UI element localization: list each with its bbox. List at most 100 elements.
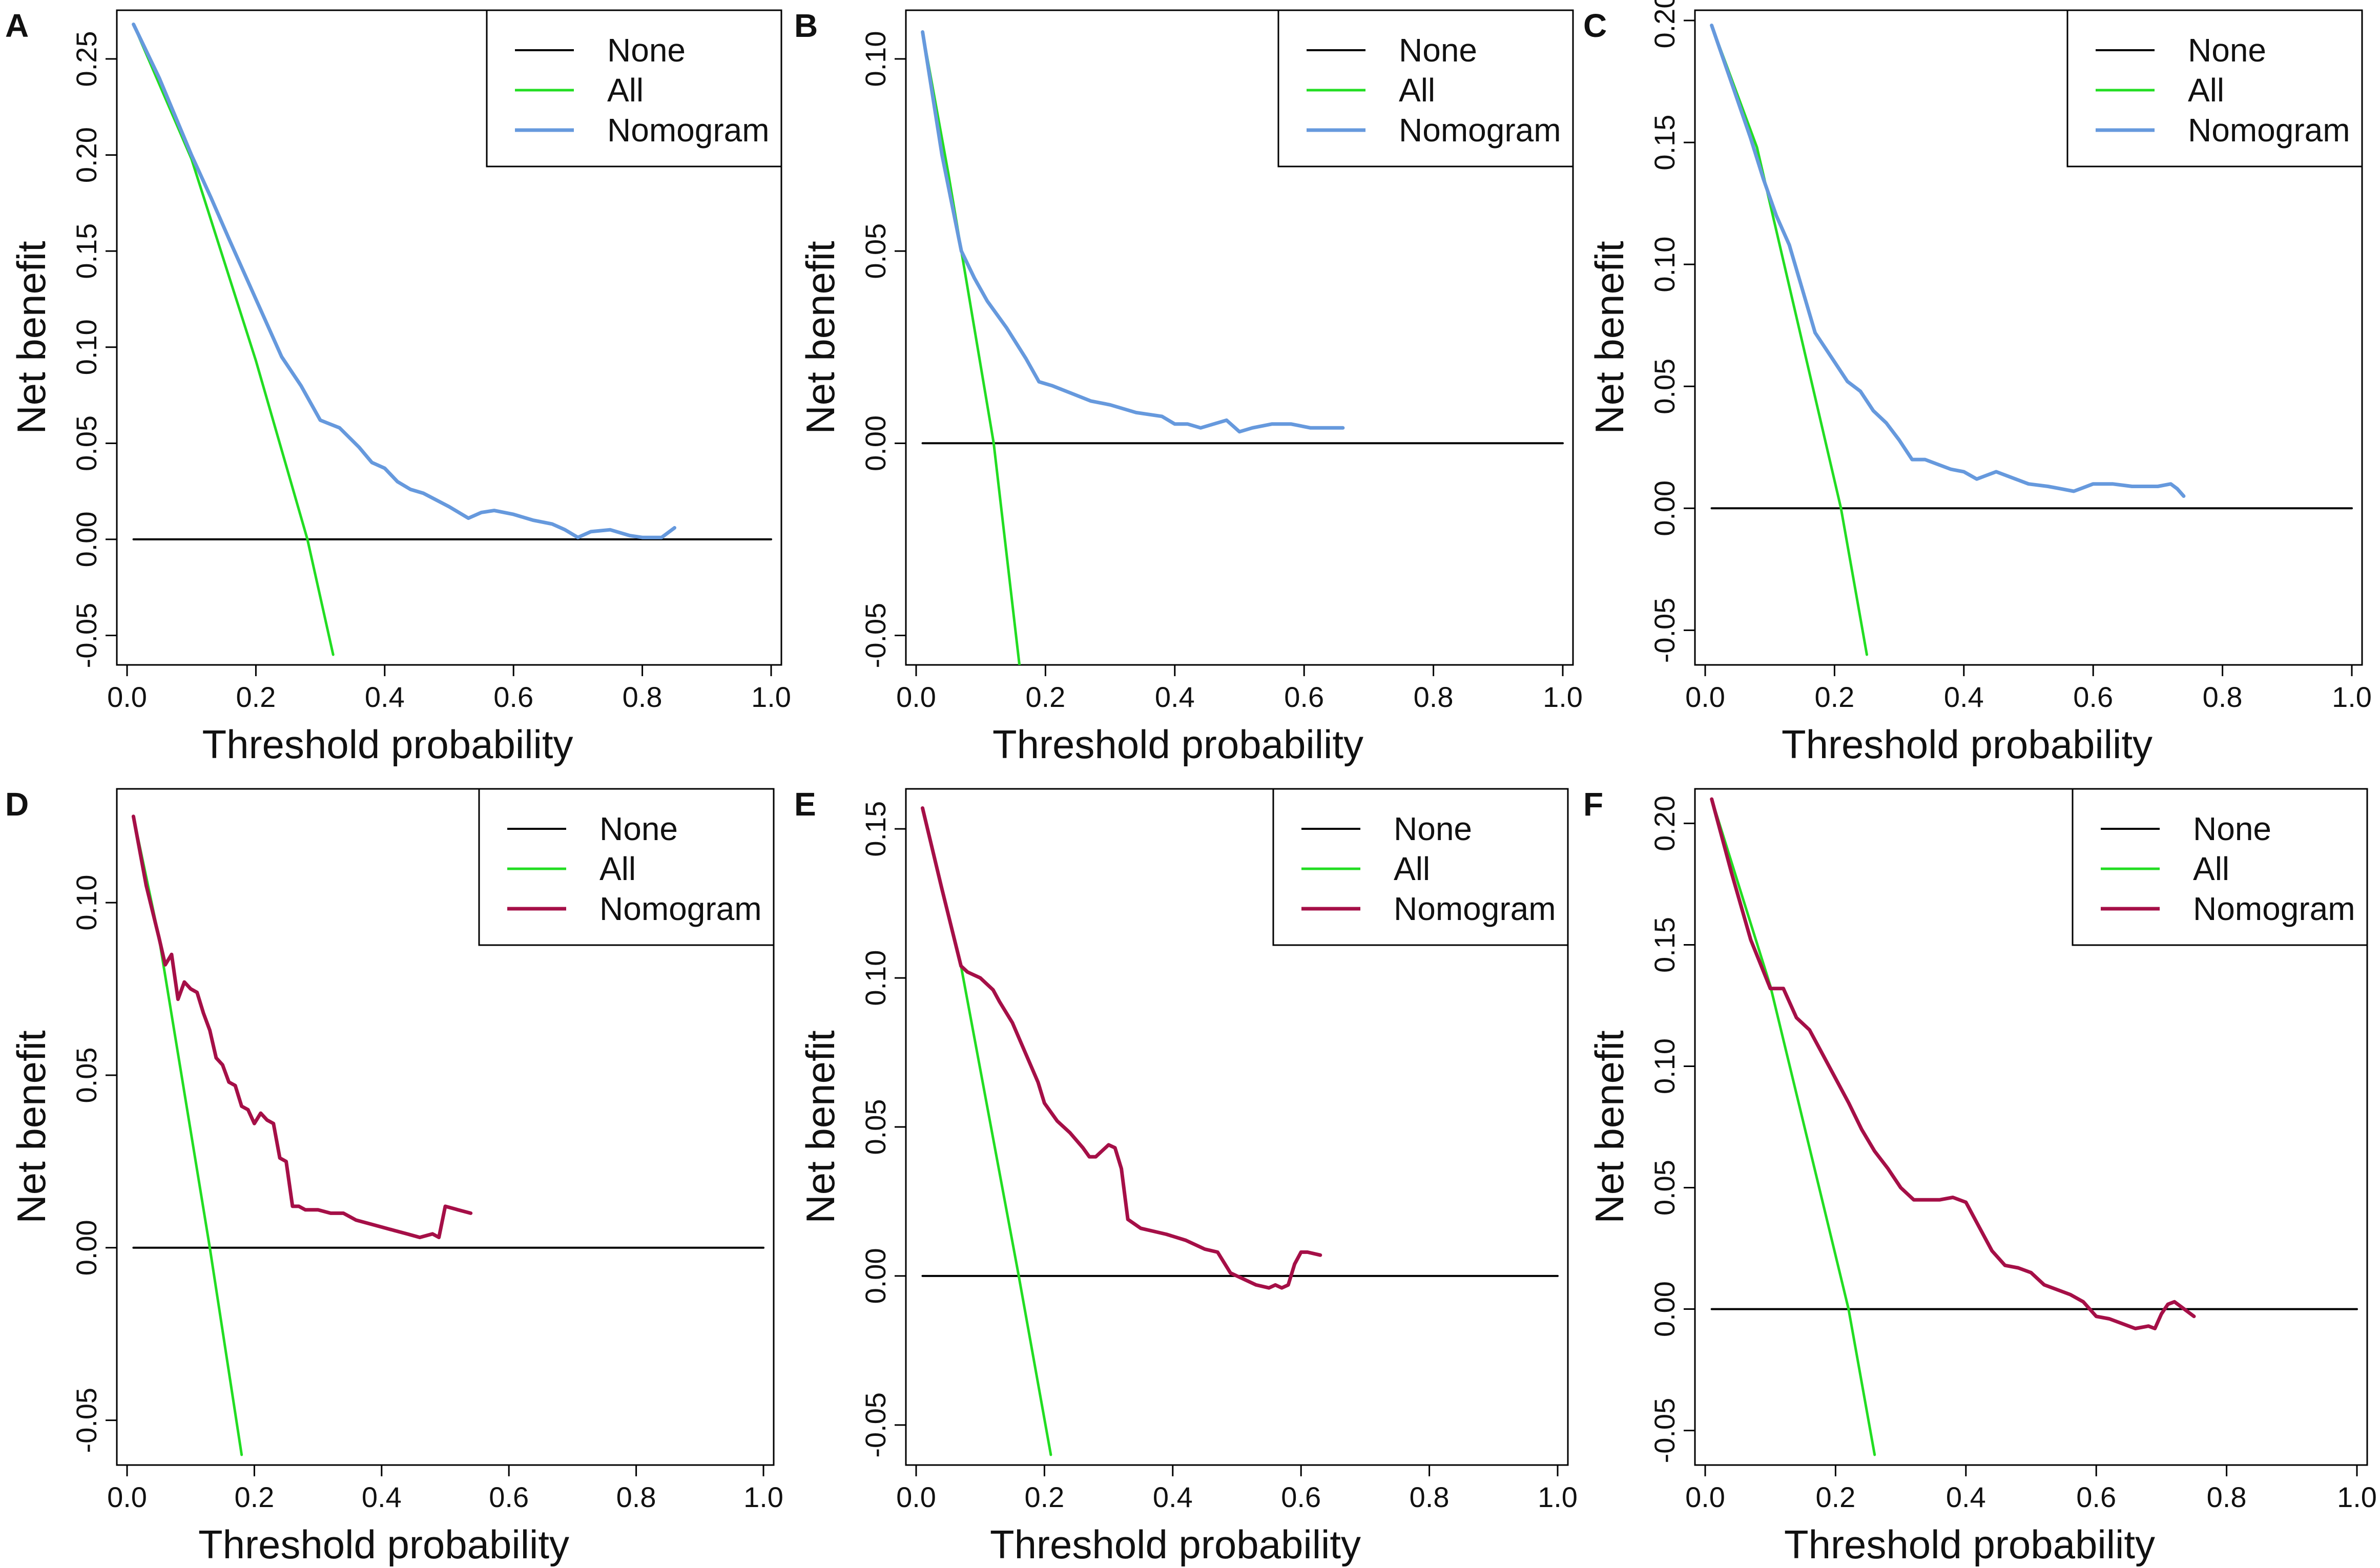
x-tick-label: 0.8 [623, 681, 663, 713]
panel-d: D 0.0 0.2 0.4 0.6 0.8 1.0 -0.05 0.00 0.05 0.10 Thre… [5, 786, 783, 1567]
x-tick-label: 0.4 [1946, 1481, 1986, 1513]
panel-e: E 0.0 0.2 0.4 0.6 0.8 1.0 -0.05 0.00 0.05 0.10 0.15… [794, 786, 1578, 1567]
legend-box [1272, 788, 1569, 946]
legend-box [2072, 788, 2368, 946]
x-tick-label: 0.6 [2073, 681, 2113, 713]
x-tick-label: 0.6 [493, 681, 533, 713]
y-tick-label: 0.00 [859, 1248, 892, 1304]
y-tick-label: 0.00 [859, 415, 892, 471]
series-line-all [1710, 24, 1868, 656]
y-tick-label: -0.05 [1648, 1398, 1681, 1464]
y-tick-label: 0.20 [70, 127, 102, 183]
series-line-all [1710, 798, 1876, 1456]
y-tick-label: 0.25 [70, 31, 102, 87]
legend-label-nomogram: Nomogram [1399, 112, 1561, 149]
y-tick-label: 0.00 [70, 1220, 102, 1276]
plot-frame [1694, 788, 2368, 1466]
x-tick-label: 0.8 [1414, 681, 1454, 713]
legend-label-none: None [2188, 32, 2266, 69]
legend-label-none: None [1394, 810, 1472, 847]
y-tick-label: 0.00 [1648, 480, 1681, 536]
y-tick-label: 0.15 [1648, 115, 1681, 171]
plot-frame [116, 9, 782, 666]
y-tick-label: 0.05 [1648, 1160, 1681, 1216]
x-tick-label: 0.0 [107, 681, 147, 713]
legend-label-all: All [599, 850, 636, 887]
x-tick-label: 1.0 [2332, 681, 2372, 713]
y-axis-title: Net benefit [798, 241, 843, 434]
x-tick-label: 0.4 [1153, 1481, 1193, 1513]
panel-b: B 0.0 0.2 0.4 0.6 0.8 1.0 -0.05 0.00 0.05 0.10 Thre… [794, 7, 1583, 767]
x-axis-title: Threshold probability [990, 1522, 1361, 1567]
y-axis-title: Net benefit [1587, 241, 1632, 434]
x-tick-label: 0.4 [362, 1481, 402, 1513]
x-axis-title: Threshold probability [198, 1522, 569, 1567]
legend-label-all: All [1399, 72, 1435, 109]
legend-label-nomogram: Nomogram [1394, 890, 1556, 927]
y-tick-label: 0.05 [70, 415, 102, 471]
x-tick-label: 0.6 [489, 1481, 529, 1513]
y-tick-label: 0.20 [1648, 796, 1681, 851]
x-tick-label: 0.2 [1815, 1481, 1855, 1513]
x-axis-title: Threshold probability [1784, 1522, 2155, 1567]
plot-frame [116, 788, 775, 1466]
y-axis-title: Net benefit [1587, 1030, 1632, 1224]
panel-letter: E [794, 786, 816, 823]
x-tick-label: 0.2 [1814, 681, 1854, 713]
x-tick-label: 1.0 [743, 1481, 783, 1513]
series-line-all [132, 815, 243, 1456]
x-axis-title: Threshold probability [992, 722, 1363, 767]
x-tick-label: 0.8 [1410, 1481, 1450, 1513]
y-tick-label: -0.05 [859, 603, 892, 668]
legend-label-all: All [607, 72, 644, 109]
x-tick-label: 0.2 [1024, 1481, 1064, 1513]
series-line-nomogram [132, 23, 676, 539]
x-axis-title: Threshold probability [202, 722, 573, 767]
x-axis-title: Threshold probability [1782, 722, 2153, 767]
x-tick-label: 0.8 [2203, 681, 2243, 713]
panel-f: F 0.0 0.2 0.4 0.6 0.8 1.0 -0.05 0.00 0.05 0.10 0.15… [1583, 786, 2377, 1567]
series-line-nomogram [131, 814, 473, 1240]
panel-letter: C [1583, 7, 1607, 44]
y-tick-label: -0.05 [70, 603, 102, 668]
legend-label-none: None [599, 810, 678, 847]
y-tick-label: 0.00 [70, 511, 102, 567]
panel-letter: A [5, 7, 29, 44]
x-tick-label: 0.2 [1025, 681, 1065, 713]
panel-letter: F [1583, 786, 1603, 823]
series-line-all [921, 807, 1052, 1456]
y-tick-label: 0.15 [70, 223, 102, 279]
x-tick-label: 0.4 [365, 681, 405, 713]
x-tick-label: 0.4 [1155, 681, 1195, 713]
panel-c: C 0.0 0.2 0.4 0.6 0.8 1.0 -0.05 0.00 0.05 0.10 0.15… [1583, 0, 2372, 767]
y-tick-label: 0.05 [859, 223, 892, 279]
y-tick-label: -0.05 [859, 1392, 892, 1458]
legend-label-nomogram: Nomogram [2188, 112, 2350, 149]
y-tick-label: 0.00 [1648, 1281, 1681, 1337]
x-tick-label: 1.0 [751, 681, 791, 713]
plot-frame [905, 9, 1574, 666]
y-tick-label: -0.05 [70, 1388, 102, 1453]
series-line-nomogram [921, 30, 1345, 434]
legend-label-none: None [607, 32, 686, 69]
y-tick-label: 0.10 [859, 31, 892, 87]
x-tick-label: 0.0 [896, 681, 936, 713]
legend-label-nomogram: Nomogram [607, 112, 770, 149]
series-line-all [132, 23, 335, 656]
legend-label-none: None [1399, 32, 1477, 69]
legend-box [1277, 9, 1574, 168]
x-tick-label: 0.6 [1281, 1481, 1321, 1513]
y-tick-label: 0.05 [859, 1099, 892, 1155]
legend-label-none: None [2193, 810, 2271, 847]
y-tick-label: 0.05 [1648, 359, 1681, 414]
y-tick-label: 0.15 [859, 801, 892, 857]
y-tick-label: 0.10 [1648, 237, 1681, 292]
x-tick-label: 0.4 [1944, 681, 1984, 713]
y-tick-label: 0.10 [859, 950, 892, 1006]
x-tick-label: 0.2 [236, 681, 276, 713]
y-tick-label: 0.10 [70, 875, 102, 931]
y-tick-label: 0.10 [70, 319, 102, 375]
x-tick-label: 0.8 [616, 1481, 656, 1513]
x-tick-label: 1.0 [2337, 1481, 2377, 1513]
